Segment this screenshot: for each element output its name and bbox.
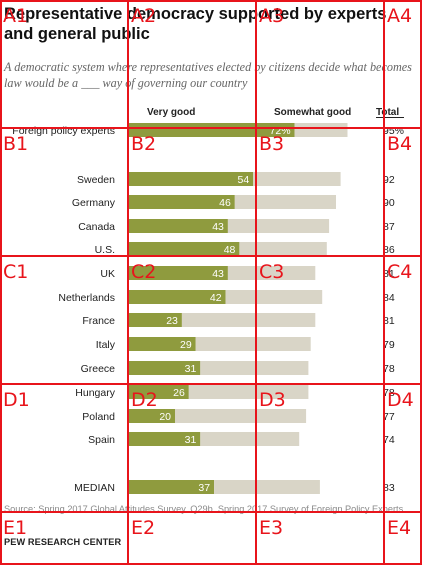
category-label: Canada <box>78 221 115 233</box>
category-label: Sweden <box>77 174 115 186</box>
bar-somewhat-good <box>234 195 336 209</box>
total-label: 81 <box>383 268 395 280</box>
bar-very-good <box>129 172 254 186</box>
value-label-very-good: 54 <box>238 174 250 186</box>
bar-somewhat-good <box>195 337 311 351</box>
value-label-very-good: 20 <box>159 411 171 423</box>
grid-cell-label: E1 <box>3 517 27 539</box>
category-label: Spain <box>88 434 115 446</box>
legend-very-good: Very good <box>147 107 195 118</box>
total-label: 84 <box>383 292 395 304</box>
bar-somewhat-good <box>214 480 320 494</box>
value-label-very-good: 29 <box>180 339 192 351</box>
category-label: UK <box>100 268 115 280</box>
total-label: 90 <box>383 197 395 209</box>
stacked-bar-chart: Very good Somewhat good Total Foreign polic… <box>12 107 404 494</box>
bar-somewhat-good <box>200 432 300 446</box>
category-label: Foreign policy experts <box>12 125 115 137</box>
bar-somewhat-good <box>253 172 341 186</box>
total-label: 95% <box>383 125 404 137</box>
bar-somewhat-good <box>225 290 323 304</box>
total-label: 81 <box>383 315 395 327</box>
value-label-very-good: 37 <box>198 482 210 494</box>
bar-somewhat-good <box>200 361 309 375</box>
total-label: 87 <box>383 221 395 233</box>
category-label: Hungary <box>75 387 115 399</box>
category-label: Poland <box>82 411 115 423</box>
value-label-very-good: 43 <box>212 268 224 280</box>
bar-somewhat-good <box>181 313 316 327</box>
bar-somewhat-good <box>227 219 330 233</box>
value-label-very-good: 26 <box>173 387 185 399</box>
publisher-credit: PEW RESEARCH CENTER <box>4 537 122 547</box>
grid-cell-label: E2 <box>131 517 155 539</box>
source-note: Source: Spring 2017 Global Attitudes Sur… <box>4 504 406 514</box>
category-label: U.S. <box>95 244 115 256</box>
bar-somewhat-good <box>175 409 307 423</box>
value-label-very-good: 46 <box>219 197 231 209</box>
category-label: Germany <box>72 197 116 209</box>
grid-cell-label: E3 <box>259 517 283 539</box>
value-label-very-good: 31 <box>185 363 197 375</box>
total-label: 92 <box>383 174 395 186</box>
bar-somewhat-good <box>227 266 316 280</box>
value-label-very-good: 42 <box>210 292 222 304</box>
value-label-very-good: 72% <box>270 125 291 137</box>
category-label: Italy <box>96 339 116 351</box>
total-label: 78 <box>383 387 395 399</box>
category-label: Netherlands <box>58 292 115 304</box>
bar-somewhat-good <box>294 123 348 137</box>
bar-somewhat-good <box>188 385 309 399</box>
total-label: 78 <box>383 363 395 375</box>
legend-total: Total <box>376 107 399 118</box>
value-label-very-good: 43 <box>212 221 224 233</box>
category-label: Greece <box>81 363 116 375</box>
legend-somewhat-good: Somewhat good <box>274 107 351 118</box>
value-label-very-good: 48 <box>224 244 236 256</box>
grid-cell-label: E4 <box>387 517 411 539</box>
value-label-very-good: 31 <box>185 434 197 446</box>
total-label: 74 <box>383 434 395 446</box>
category-label: MEDIAN <box>74 482 115 494</box>
bar-somewhat-good <box>239 242 327 256</box>
total-label: 77 <box>383 411 395 423</box>
total-label: 79 <box>383 339 395 351</box>
value-label-very-good: 23 <box>166 315 178 327</box>
total-label: 86 <box>383 244 395 256</box>
total-label: 83 <box>383 482 395 494</box>
category-label: France <box>82 315 115 327</box>
